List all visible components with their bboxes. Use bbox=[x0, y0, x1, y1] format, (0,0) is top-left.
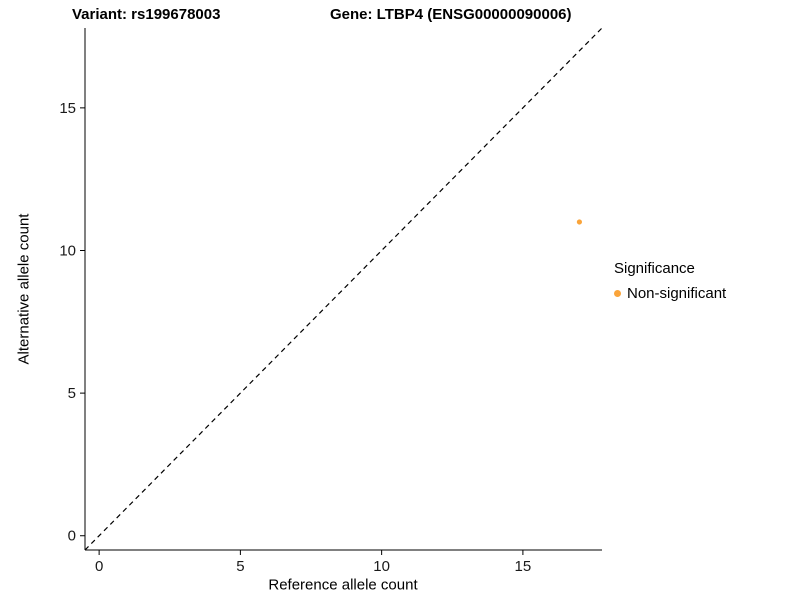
legend-title: Significance bbox=[614, 260, 695, 277]
y-tick-label: 15 bbox=[59, 100, 76, 117]
data-point bbox=[576, 219, 582, 225]
x-tick-label: 15 bbox=[515, 558, 532, 575]
y-tick-label: 10 bbox=[59, 242, 76, 259]
y-tick-label: 5 bbox=[68, 385, 76, 402]
plot-title-variant: Variant: rs199678003 bbox=[72, 6, 221, 23]
x-tick-label: 0 bbox=[95, 558, 103, 575]
x-tick-label: 10 bbox=[373, 558, 390, 575]
x-tick-label: 5 bbox=[236, 558, 244, 575]
identity-dashed-line bbox=[84, 27, 603, 551]
plot-title-gene: Gene: LTBP4 (ENSG00000090006) bbox=[330, 6, 572, 23]
legend-marker-dot bbox=[614, 290, 621, 297]
legend-item: Non-significant bbox=[614, 285, 726, 302]
y-axis-label: Alternative allele count bbox=[15, 213, 33, 365]
legend-item-label: Non-significant bbox=[627, 285, 727, 302]
x-axis-label: Reference allele count bbox=[268, 576, 418, 594]
y-tick-label: 0 bbox=[68, 528, 76, 545]
legend: Significance Non-significant bbox=[614, 260, 726, 302]
